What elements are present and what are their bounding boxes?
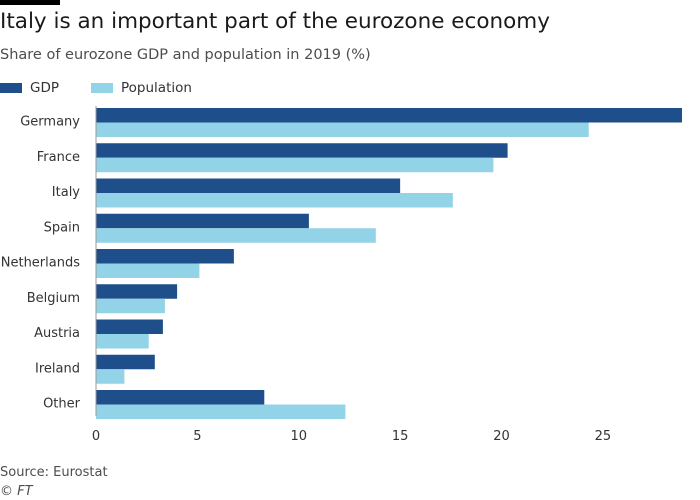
category-label: Netherlands [1,256,80,271]
chart-title: Italy is an important part of the eurozo… [0,9,550,34]
x-tick-label: 5 [193,429,201,444]
x-tick-label: 25 [595,429,612,444]
bar-population [96,263,200,278]
x-tick-label: 10 [290,429,307,444]
bar-population [96,157,494,173]
bar-gdp [96,390,265,405]
bar-gdp [96,249,234,264]
legend-label-population: Population [121,80,192,96]
bar-population [96,298,165,314]
bar-population [96,122,589,137]
source-note: Source: Eurostat [0,465,108,480]
x-tick-label: 15 [392,429,409,444]
legend-item-population: Population [91,80,192,96]
category-label: Other [43,397,81,412]
bar-gdp [96,178,401,193]
category-label: Belgium [27,291,80,306]
copyright-credit: © FT [0,484,33,499]
legend-label-gdp: GDP [30,80,59,96]
bar-population [96,228,376,243]
bar-chart: Germany France Italy Spain Netherlands Belgiu… [1,106,682,444]
bar-gdp [96,319,163,334]
bar-population [96,404,346,419]
bar-gdp [96,284,178,299]
legend-swatch-gdp [0,83,22,93]
category-label: Austria [34,326,80,341]
bar-population [96,334,149,349]
legend-item-gdp: GDP [0,80,59,96]
category-label: Ireland [35,361,80,376]
x-tick-label: 0 [92,429,100,444]
bar-gdp [96,354,155,370]
bar-gdp [96,213,309,229]
category-label: Italy [52,185,81,200]
x-tick-label: 20 [493,429,510,444]
bar-population [96,193,453,208]
category-label: Germany [20,115,80,130]
bar-population [96,369,125,384]
ft-top-rule [0,0,60,5]
category-label: Spain [44,220,80,235]
chart-subtitle: Share of eurozone GDP and population in … [0,47,371,63]
legend: GDP Population [0,80,224,96]
bar-gdp [96,108,682,123]
category-label: France [37,150,80,165]
legend-swatch-population [91,83,113,93]
bar-gdp [96,143,508,158]
